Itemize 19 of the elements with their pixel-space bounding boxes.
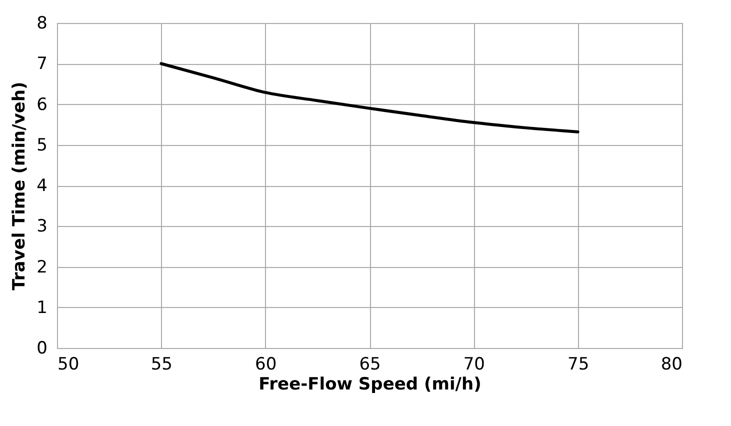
x-tick-label: 75 [568,354,590,374]
y-tick-label: 3 [36,216,48,237]
y-tick-label: 7 [36,54,48,74]
x-tick-label: 70 [463,354,485,374]
x-tick-label: 80 [660,354,682,374]
y-axis-title: Travel Time (min/veh) [10,82,30,290]
x-tick-label: 50 [58,354,80,374]
x-tick-label: 60 [255,354,277,374]
y-tick-label: 2 [36,257,48,278]
x-tick-label: 65 [359,354,381,374]
line-series [160,62,580,134]
y-tick-label: 0 [36,338,48,358]
x-tick-label: 55 [150,354,172,374]
y-tick-label: 4 [36,176,48,196]
y-tick-label: 6 [36,94,48,115]
y-tick-label: 5 [36,135,48,156]
x-axis-title: Free-Flow Speed (mi/h) [258,374,482,394]
y-tick-label: 8 [36,14,48,34]
y-tick-label: 1 [36,298,48,318]
